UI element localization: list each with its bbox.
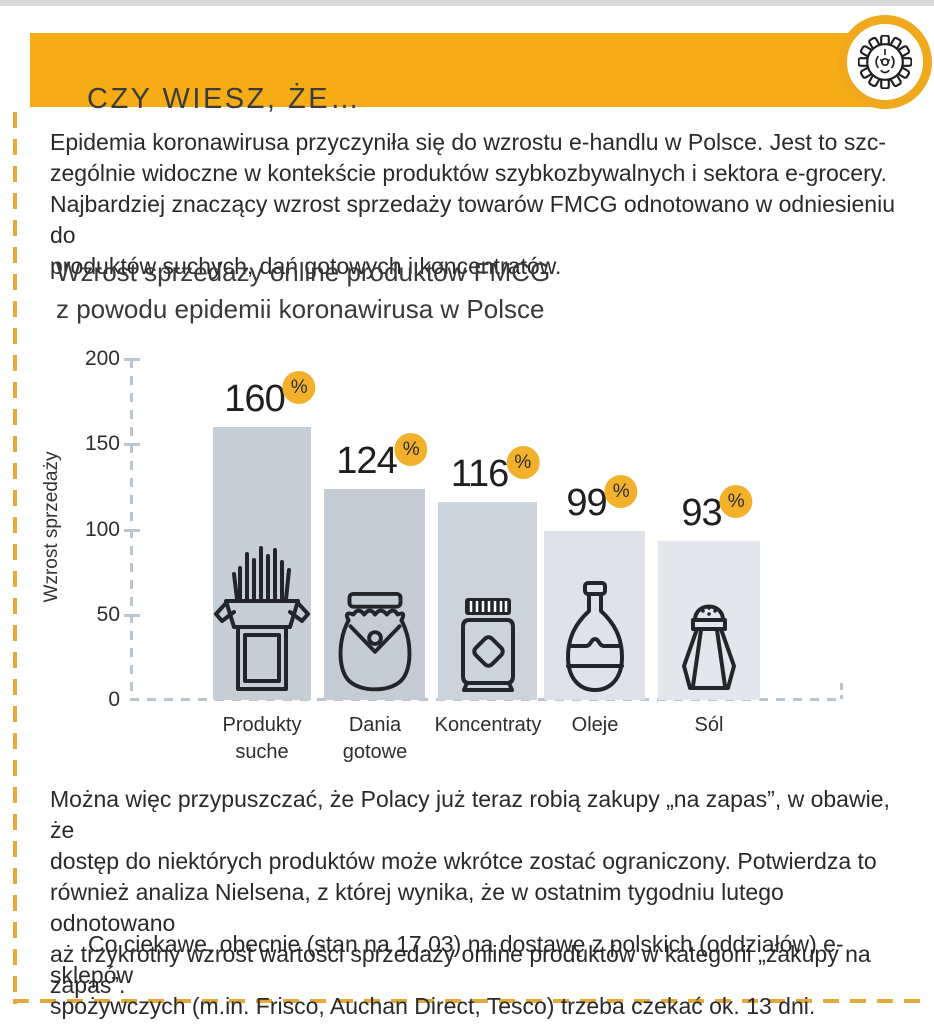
percent-badge: % <box>394 433 428 466</box>
outro-line: również analiza Nielsena, z której wynik… <box>50 879 784 936</box>
value-label-sol: 93 % <box>681 485 753 534</box>
bar-label-koncentraty: Koncentraty <box>434 714 542 736</box>
salt-shaker-icon <box>682 604 736 690</box>
outro-paragraph-2: Co ciekawe, obecnie (stan na 17.03) na d… <box>50 929 910 1022</box>
outro-line: aż trzykrotny wzrost wartości sprzedaży … <box>50 941 871 967</box>
left-dashed-border <box>13 112 17 1004</box>
gear-icon <box>858 35 912 89</box>
percent-badge: % <box>506 446 540 479</box>
value-label-koncentraty: 116 % <box>450 446 540 495</box>
dry-products-box-icon <box>214 546 310 691</box>
intro-paragraph: Epidemia koronawirusa przyczyniła się do… <box>50 127 900 282</box>
bar-label-oleje: Oleje <box>571 714 619 736</box>
outro-line: Można więc przypuszczać, że Polacy już t… <box>50 786 890 843</box>
top-edge-strip <box>0 0 934 6</box>
y-tick-mark-200 <box>124 358 140 361</box>
bar-label-sol: Sól <box>694 714 724 736</box>
percent-badge: % <box>282 371 316 404</box>
bar-dania-gotowe <box>324 489 425 700</box>
oil-bottle-icon <box>565 581 624 692</box>
x-axis-end-tick <box>840 683 843 699</box>
chart-title: Wzrost sprzedaży online produktów FMCG z… <box>56 254 550 328</box>
y-axis-title: Wzrost sprzedaży <box>41 451 62 603</box>
value-number: 116 <box>450 453 510 495</box>
y-tick-mark-50 <box>124 614 140 617</box>
y-tick-label: 200 <box>84 347 120 370</box>
y-tick-label: 0 <box>108 688 120 711</box>
header-bar: CZY WIESZ, ŻE… <box>30 33 884 115</box>
intro-line: zególnie widoczne w kontekście produktów… <box>50 160 887 186</box>
value-number: 93 <box>681 492 722 534</box>
outro-line: zapas”. <box>50 972 126 998</box>
bar-label-dania-gotowe: Dania gotowe <box>342 714 408 763</box>
value-label-oleje: 99 % <box>566 475 638 524</box>
bar-produkty-suche <box>213 427 311 700</box>
outro-line: Co ciekawe, obecnie (stan na 17.03) na d… <box>50 931 844 988</box>
value-number: 99 <box>566 482 607 524</box>
page-title: CZY WIESZ, ŻE… <box>87 83 362 115</box>
intro-line: Najbardziej znaczący wzrost sprzedaży to… <box>50 191 895 248</box>
ready-meal-jar-icon <box>338 591 411 692</box>
y-tick-mark-100 <box>124 529 140 532</box>
value-number: 160 <box>224 378 285 420</box>
value-label-dania-gotowe: 124 % <box>336 433 428 482</box>
intro-line: produktów suchych, dań gotowych i koncen… <box>50 253 562 279</box>
header-badge <box>838 15 932 109</box>
bar-koncentraty <box>438 502 537 700</box>
y-tick-mark-150 <box>124 443 140 446</box>
value-number: 124 <box>336 440 397 482</box>
chart-title-line: Wzrost sprzedaży online produktów FMCG <box>56 257 551 287</box>
bar-oleje <box>544 531 645 700</box>
outro-line: dostęp do niektórych produktów może wkró… <box>50 848 877 874</box>
bottom-dashed-border <box>13 999 930 1003</box>
bar-sol <box>658 541 760 700</box>
concentrate-jar-icon <box>460 598 515 692</box>
bar-label-produkty-suche: Produkty suche <box>222 714 302 763</box>
percent-badge: % <box>604 475 638 508</box>
chart-title-line: z powodu epidemii koronawirusa w Polsce <box>56 294 545 324</box>
y-tick-label: 100 <box>84 518 120 541</box>
intro-line: Epidemia koronawirusa przyczyniła się do… <box>50 129 887 155</box>
value-label-produkty-suche: 160 % <box>224 371 316 420</box>
y-tick-label: 150 <box>84 432 120 455</box>
y-tick-label: 50 <box>96 603 120 626</box>
outro-paragraph-1: Można więc przypuszczać, że Polacy już t… <box>50 784 910 1001</box>
outro-line: spożywczych (m.in. Frisco, Auchan Direct… <box>50 993 816 1019</box>
percent-badge: % <box>719 485 753 518</box>
